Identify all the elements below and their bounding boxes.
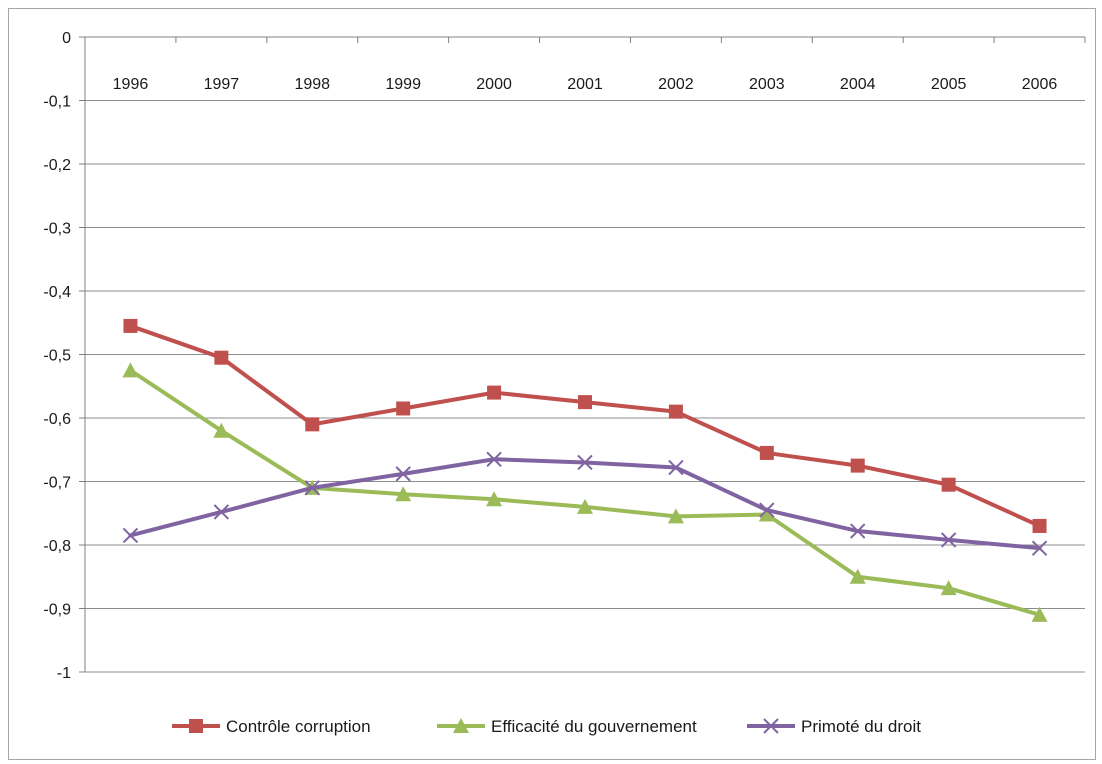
y-tick-label: -1	[57, 665, 71, 682]
y-tick-label: -0,7	[43, 475, 71, 492]
data-point-marker	[577, 454, 593, 471]
data-point-marker	[1031, 540, 1048, 556]
x-tick-label: 2001	[567, 76, 603, 93]
y-axis: 0 -0,1 -0,2 -0,3 -0,4 -0,5 -0,6 -0,7 -0,8 -0,9 -1	[43, 30, 86, 682]
chart-frame: 0 -0,1 -0,2 -0,3 -0,4 -0,5 -0,6 -0,7 -0,8 -0,9 -1 …	[8, 8, 1096, 760]
data-point-marker	[668, 404, 683, 419]
data-point-marker	[668, 459, 684, 476]
y-tick-label: -0,3	[43, 221, 71, 238]
y-tick-label: -0,8	[43, 538, 71, 555]
x-tick-label: 2004	[840, 76, 876, 93]
legend-label: Efficacité du gouvernement	[491, 717, 697, 736]
data-point-marker	[940, 580, 957, 596]
data-point-marker	[763, 718, 779, 734]
y-tick-label: -0,6	[43, 411, 71, 428]
data-point-marker	[577, 498, 593, 514]
data-point-marker	[304, 480, 320, 496]
data-point-marker	[849, 568, 866, 584]
legend-label: Primoté du droit	[801, 717, 921, 736]
x-tick-label: 2003	[749, 76, 785, 93]
data-point-marker	[395, 486, 412, 502]
legend-item: Contrôle corruption	[172, 717, 371, 736]
x-axis: 1996 1997 1998 1999 2000 2001 2002 2003 2004 2005…	[84, 36, 1086, 93]
data-point-marker	[850, 458, 865, 473]
x-tick-label: 1997	[204, 76, 240, 93]
data-point-marker	[396, 401, 411, 416]
data-point-marker	[759, 445, 774, 460]
data-point-marker	[486, 451, 502, 467]
data-point-marker	[941, 477, 956, 492]
data-point-marker	[486, 491, 503, 507]
x-tick-label: 1996	[113, 76, 149, 93]
data-point-marker	[213, 504, 230, 520]
data-point-marker	[758, 506, 775, 522]
y-tick-label: -0,2	[43, 157, 71, 174]
series-group	[122, 318, 1048, 622]
y-tick-label: 0	[62, 30, 71, 47]
legend-item: Efficacité du gouvernement	[437, 717, 697, 736]
data-point-marker	[1031, 606, 1048, 622]
series-x	[122, 451, 1048, 556]
data-point-marker	[667, 508, 684, 524]
data-point-marker	[850, 523, 866, 539]
y-tick-label: -0,5	[43, 348, 71, 365]
x-tick-label: 1998	[294, 76, 330, 93]
x-tick-label: 1999	[385, 76, 421, 93]
data-point-marker	[189, 719, 203, 733]
data-point-marker	[1032, 518, 1047, 533]
data-point-marker	[122, 362, 139, 378]
x-tick-label: 2002	[658, 76, 694, 93]
data-point-marker	[213, 422, 230, 438]
data-point-marker	[453, 718, 469, 733]
series-square	[123, 318, 1047, 533]
legend: Contrôle corruption Efficacité du gouvern…	[172, 717, 921, 736]
y-tick-label: -0,4	[43, 284, 71, 301]
y-tick-label: -0,9	[43, 602, 71, 619]
x-tick-label: 2006	[1022, 76, 1058, 93]
data-point-marker	[395, 466, 411, 482]
data-point-marker	[487, 385, 502, 400]
gridlines	[85, 100, 1085, 673]
line-chart: 0-0,1-0,2-0,3-0,4-0,5-0,6-0,7-0,8-0,9-1 …	[43, 30, 1086, 736]
data-point-marker	[305, 417, 320, 432]
data-point-marker	[940, 532, 957, 548]
x-tick-label: 2000	[476, 76, 512, 93]
data-point-marker	[759, 502, 775, 518]
data-point-marker	[122, 527, 139, 544]
data-point-marker	[578, 395, 592, 410]
x-tick-label: 2005	[931, 76, 967, 93]
legend-item: Primoté du droit	[747, 717, 921, 736]
data-point-marker	[214, 350, 229, 365]
series-line	[128, 323, 1042, 528]
legend-label: Contrôle corruption	[226, 717, 371, 736]
data-point-marker	[123, 318, 138, 333]
y-tick-label: -0,1	[43, 94, 71, 111]
series-triangle	[122, 362, 1048, 622]
